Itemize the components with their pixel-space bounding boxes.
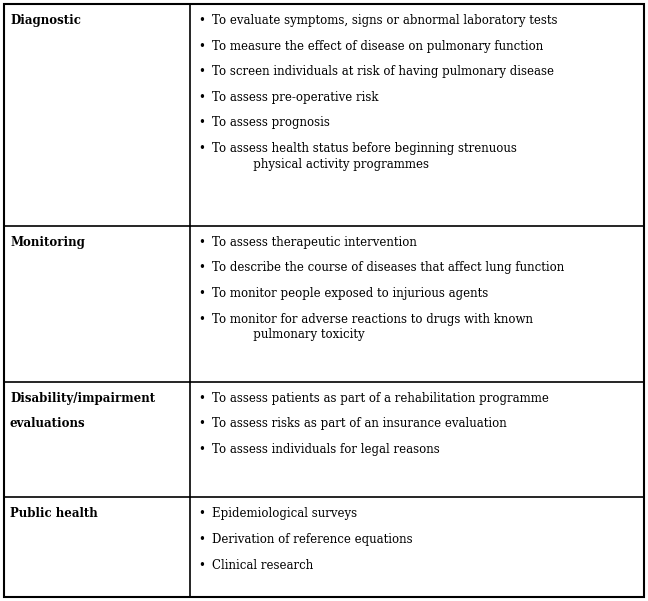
Text: To assess pre-operative risk: To assess pre-operative risk	[212, 91, 378, 104]
Text: •: •	[198, 117, 205, 129]
Text: To assess individuals for legal reasons: To assess individuals for legal reasons	[212, 443, 440, 456]
Text: •: •	[198, 91, 205, 104]
Text: To describe the course of diseases that affect lung function: To describe the course of diseases that …	[212, 261, 564, 275]
Text: Public health: Public health	[10, 507, 98, 520]
Text: •: •	[198, 142, 205, 155]
Text: •: •	[198, 287, 205, 300]
Text: To monitor people exposed to injurious agents: To monitor people exposed to injurious a…	[212, 287, 488, 300]
Text: Clinical research: Clinical research	[212, 558, 313, 572]
Text: •: •	[198, 261, 205, 275]
Text: To assess prognosis: To assess prognosis	[212, 117, 330, 129]
Text: Derivation of reference equations: Derivation of reference equations	[212, 533, 413, 546]
Text: Epidemiological surveys: Epidemiological surveys	[212, 507, 357, 520]
Text: •: •	[198, 14, 205, 27]
Text: To assess health status before beginning strenuous: To assess health status before beginning…	[212, 142, 517, 155]
Text: •: •	[198, 533, 205, 546]
Text: •: •	[198, 507, 205, 520]
Text: •: •	[198, 558, 205, 572]
Text: To monitor for adverse reactions to drugs with known: To monitor for adverse reactions to drug…	[212, 313, 533, 326]
Text: Disability/impairment
evaluations: Disability/impairment evaluations	[10, 392, 155, 430]
Text: To assess patients as part of a rehabilitation programme: To assess patients as part of a rehabili…	[212, 392, 549, 404]
Text: •: •	[198, 443, 205, 456]
Text: •: •	[198, 236, 205, 249]
Text: Diagnostic: Diagnostic	[10, 14, 81, 27]
Text: •: •	[198, 392, 205, 404]
Text: Monitoring: Monitoring	[10, 236, 85, 249]
Text: To assess risks as part of an insurance evaluation: To assess risks as part of an insurance …	[212, 417, 507, 430]
Text: physical activity programmes: physical activity programmes	[212, 157, 429, 171]
Text: •: •	[198, 417, 205, 430]
Text: •: •	[198, 65, 205, 78]
Text: To screen individuals at risk of having pulmonary disease: To screen individuals at risk of having …	[212, 65, 554, 78]
Text: To measure the effect of disease on pulmonary function: To measure the effect of disease on pulm…	[212, 40, 543, 52]
Text: •: •	[198, 313, 205, 326]
Text: pulmonary toxicity: pulmonary toxicity	[212, 328, 365, 341]
Text: •: •	[198, 40, 205, 52]
Text: To evaluate symptoms, signs or abnormal laboratory tests: To evaluate symptoms, signs or abnormal …	[212, 14, 557, 27]
Text: To assess therapeutic intervention: To assess therapeutic intervention	[212, 236, 417, 249]
